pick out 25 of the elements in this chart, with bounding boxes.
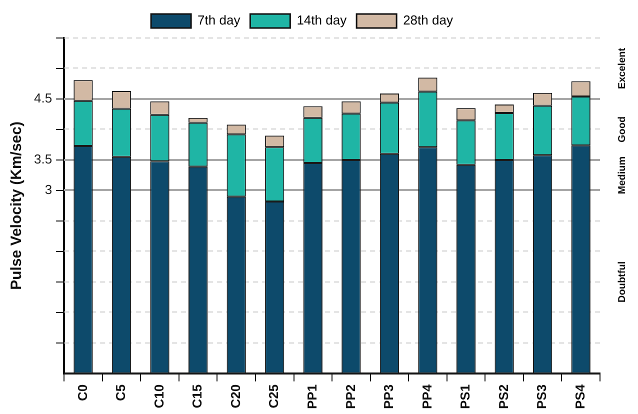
text: Medium [616, 156, 628, 194]
y-axis-title: Pulse Velocity (Km/sec) [8, 122, 26, 290]
x-tick-label: PS3 [534, 384, 550, 410]
text: Excelent [616, 47, 628, 90]
x-tick-label: PS2 [496, 384, 511, 410]
x-tick-label: C5 [113, 384, 128, 402]
x-tick-label: PP1 [304, 384, 320, 410]
x-tick-label: PP4 [419, 384, 434, 410]
legend-label: 7th day [198, 12, 241, 28]
x-tick-label: C10 [151, 384, 166, 408]
x-tick-label: C0 [74, 384, 90, 402]
text: Doubtful [616, 261, 628, 302]
legend-label: 14th day [296, 12, 348, 28]
y-tick-label: 3 [44, 182, 52, 198]
legend-label: 28th day [403, 12, 454, 28]
y-tick-label: 3.5 [34, 152, 52, 167]
x-tick-label: PS4 [572, 384, 588, 410]
x-tick-label: PS1 [458, 384, 473, 410]
y-tick-label: 4.5 [34, 90, 52, 106]
text: Good [616, 116, 628, 143]
x-tick-label: PP2 [342, 384, 358, 410]
x-tick-label: PP3 [381, 384, 396, 410]
x-tick-label: C20 [228, 384, 243, 408]
x-tick-label: C25 [266, 384, 282, 408]
x-tick-label: C15 [190, 384, 205, 408]
